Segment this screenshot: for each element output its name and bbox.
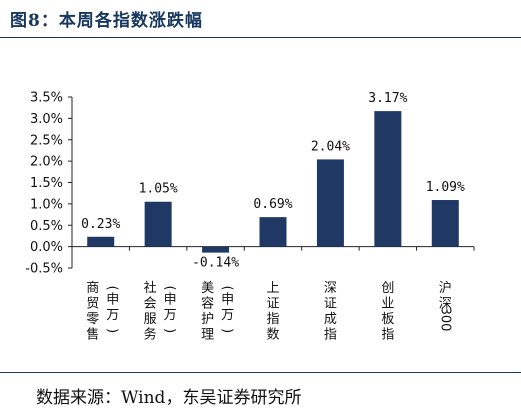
svg-text:万: 万 xyxy=(106,308,119,323)
svg-text:商: 商 xyxy=(86,281,99,296)
axis-layer: -0.5% 0.0% 0.5% 1.0% 1.5% 2.0% 2.5% 3.0% 3.5% xyxy=(25,91,475,277)
category-label: 创业板指创业板指 xyxy=(381,281,394,343)
svg-text:会: 会 xyxy=(144,297,157,312)
svg-text:板: 板 xyxy=(381,312,394,327)
svg-text:300: 300 xyxy=(437,307,452,332)
svg-text:创: 创 xyxy=(381,281,394,296)
svg-text:申: 申 xyxy=(106,293,119,308)
y-tick-label: 3.0% xyxy=(30,112,63,127)
svg-text:深: 深 xyxy=(324,281,337,296)
svg-text:社: 社 xyxy=(144,280,157,296)
svg-text:): ) xyxy=(105,328,120,333)
svg-text:): ) xyxy=(220,328,235,333)
svg-text:(: ( xyxy=(162,285,177,290)
svg-text:万: 万 xyxy=(221,308,234,323)
data-label: -0.14% xyxy=(192,256,239,271)
svg-text:申: 申 xyxy=(164,293,177,308)
svg-text:证: 证 xyxy=(324,297,337,312)
data-label: 0.23% xyxy=(81,217,120,232)
y-tick-label: 0.0% xyxy=(30,240,63,255)
svg-text:申: 申 xyxy=(221,293,234,308)
svg-text:理: 理 xyxy=(201,328,214,343)
bar xyxy=(374,111,402,247)
bar xyxy=(144,201,172,247)
data-label: 2.04% xyxy=(311,139,350,154)
data-label: 1.05% xyxy=(139,182,178,197)
svg-text:(: ( xyxy=(105,285,120,290)
y-tick-label: 1.0% xyxy=(30,197,63,212)
svg-text:容: 容 xyxy=(201,296,214,312)
svg-text:万: 万 xyxy=(164,308,177,323)
bar xyxy=(431,200,459,247)
svg-text:深: 深 xyxy=(439,297,452,312)
data-label: 1.09% xyxy=(426,180,465,195)
y-tick-label: 0.5% xyxy=(30,219,63,234)
svg-text:贸: 贸 xyxy=(86,297,99,312)
y-tick-label: 2.0% xyxy=(30,155,63,170)
svg-text:业: 业 xyxy=(381,297,394,312)
bar xyxy=(87,236,115,247)
source-rule xyxy=(0,372,521,373)
y-tick-label: 1.5% xyxy=(30,176,63,191)
title-rule xyxy=(0,37,521,38)
svg-text:成: 成 xyxy=(324,312,337,327)
svg-text:务: 务 xyxy=(144,327,157,343)
bar xyxy=(259,217,287,247)
svg-text:证: 证 xyxy=(266,297,279,312)
svg-text:指: 指 xyxy=(381,328,394,343)
svg-text:服: 服 xyxy=(144,312,157,327)
data-label: 0.69% xyxy=(253,197,292,212)
svg-text:指: 指 xyxy=(266,312,279,327)
svg-text:数: 数 xyxy=(266,328,279,343)
y-tick-label: 3.5% xyxy=(30,91,63,106)
svg-text:沪: 沪 xyxy=(439,280,452,296)
svg-text:上: 上 xyxy=(266,281,279,296)
bar-chart: -0.5% 0.0% 0.5% 1.0% 1.5% 2.0% 2.5% 3.0% 3.5% 0.… xyxy=(25,91,475,343)
y-tick-label: 2.5% xyxy=(30,133,63,148)
category-label: 上证指数上证指数 xyxy=(266,281,279,343)
svg-text:售: 售 xyxy=(86,327,99,343)
y-tick-label: -0.5% xyxy=(25,262,63,277)
svg-text:零: 零 xyxy=(86,312,99,327)
data-label-layer: 0.23% 1.05% -0.14% 0.69% 2.04% 3.17% 1.09% xyxy=(81,91,465,271)
bar-layer xyxy=(87,111,459,253)
svg-text:美: 美 xyxy=(201,281,214,296)
category-label-layer: 商贸零售(申万)商贸零售(申万)社会服务(申万)社会服务(申万)美容护理(申万)… xyxy=(86,280,452,343)
figure-title: 图8：本周各指数涨跌幅 xyxy=(10,11,203,31)
bar xyxy=(202,246,230,253)
svg-text:): ) xyxy=(162,328,177,333)
category-label: 沪深300沪深300 xyxy=(437,280,452,331)
svg-text:护: 护 xyxy=(201,312,214,327)
svg-text:(: ( xyxy=(220,285,235,290)
svg-text:指: 指 xyxy=(324,328,337,343)
category-label: 深证成指深证成指 xyxy=(324,281,337,343)
source-note: 数据来源：Wind，东吴证券研究所 xyxy=(36,388,302,408)
bar xyxy=(316,159,344,247)
data-label: 3.17% xyxy=(368,91,407,106)
